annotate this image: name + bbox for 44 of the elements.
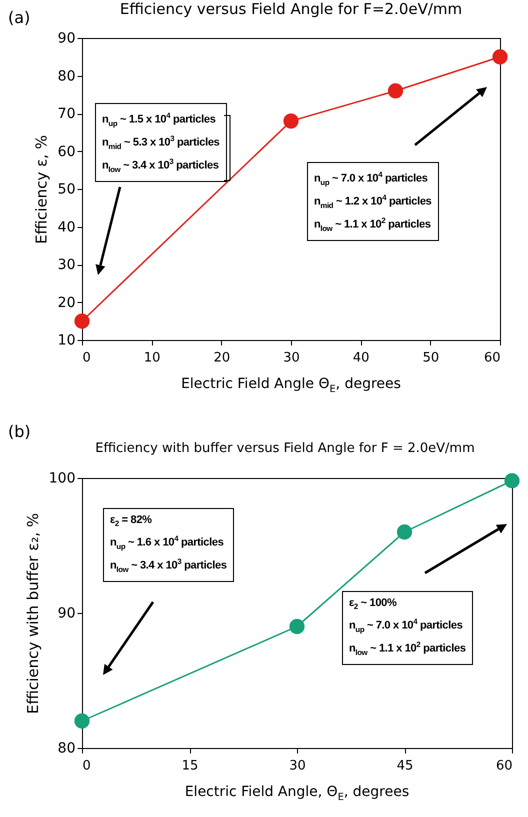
y-tick-label: 10 [58,332,76,348]
point [388,83,404,98]
y-axis-title: Efficiency ε, % [32,135,51,244]
text: (b) [8,422,31,441]
x-tick-label: 10 [144,350,160,366]
x-tick-label: 0 [82,758,91,774]
y-tick-label: 90 [58,30,76,46]
text: n$_{up}$ ~ 1.5 x 10$^{4}$ particles n$_{mid}$ ~ 5.3 x 10$^{3}$ particles n$_{low}$ ~ 3.4 x 10$^{3}$ particles [102,111,220,174]
point [74,713,90,729]
y-tick-label: 80 [58,68,76,84]
x-tick-label: 40 [352,350,370,366]
y-tick-label: 70 [58,106,76,122]
point [492,49,508,64]
y-axis-title: Efficiency with buffer ε₂, % [24,512,42,714]
x-tick-label: 30 [283,350,300,366]
point [74,314,90,329]
text: n$_{up}$ ~ 7.0 x 10$^{4}$ particles n$_{mid}$ ~ 1.2 x 10$^{4}$ particles n$_{low}$ ~ 1.1 x 10$^{2}$ particles [314,170,432,233]
x-tick-label: 60 [484,350,500,366]
x-axis-title: Electric Field Angle Θ$_{E}$, degrees [181,376,401,395]
x-tick-label: 60 [496,758,512,774]
x-axis-title: Electric Field Angle, Θ$_{E}$, degrees [184,784,410,803]
y-tick-label: 80 [58,740,76,756]
text: ε$_{2}$ ~ 100% n$_{up}$ ~ 7.0 x 10$^{4}$ particles n$_{low}$ ~ 1.1 x 10$^{2}$ particles [349,597,466,657]
x-tick-label: 45 [396,758,414,774]
chart-title: Efficiency versus Field Angle for F=2.0eV/mm [120,0,462,18]
y-tick-label: 60 [58,144,76,160]
point [289,618,305,634]
y-tick-label: 20 [58,294,76,311]
x-tick-label: 50 [422,350,440,366]
text: (a) [8,8,30,27]
x-tick-label: 15 [182,758,198,774]
point [504,473,520,488]
x-tick-label: 20 [214,350,230,366]
x-tick-label: 0 [82,350,91,366]
chart-title: Efficiency with buffer versus Field Angle for F = 2.0eV/mm [95,441,475,456]
x-tick-label: 30 [289,758,306,774]
y-tick-label: 30 [58,257,76,273]
y-tick-label: 50 [58,182,76,198]
y-tick-label: 40 [58,219,76,236]
point [283,113,299,129]
y-tick-label: 90 [58,606,76,622]
text: ε$_{2}$ = 82% n$_{up}$ ~ 1.6 x 10$^{4}$ particles n$_{low}$ ~ 3.4 x 10$^{3}$ particles [110,514,227,574]
point [396,524,412,540]
y-tick-label: 100 [48,470,76,486]
